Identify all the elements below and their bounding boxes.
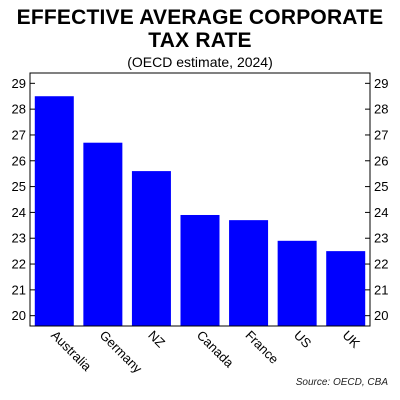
y-tick-label-right: 22 bbox=[374, 257, 388, 272]
y-tick-label-left: 27 bbox=[12, 127, 26, 142]
y-tick-label-left: 23 bbox=[12, 231, 26, 246]
x-tick-label-france: France bbox=[242, 328, 281, 367]
chart-title-line-2: TAX RATE bbox=[148, 29, 252, 52]
y-tick-label-left: 28 bbox=[12, 102, 26, 117]
y-tick-label-right: 27 bbox=[374, 127, 388, 142]
plot-frame bbox=[29, 72, 371, 327]
bar-us bbox=[277, 240, 317, 326]
x-tick-label-australia: Australia bbox=[48, 328, 95, 375]
y-tick-label-right: 24 bbox=[374, 205, 388, 220]
x-tick-label-nz: NZ bbox=[145, 328, 168, 351]
bar-uk bbox=[326, 251, 366, 326]
chart-title-line-1: EFFECTIVE AVERAGE CORPORATE bbox=[16, 6, 384, 29]
y-tick-label-right: 26 bbox=[374, 153, 388, 168]
bar-nz bbox=[131, 171, 171, 326]
bar-germany bbox=[83, 142, 123, 326]
bar-australia bbox=[34, 96, 74, 326]
y-tick-label-left: 26 bbox=[12, 153, 26, 168]
x-tick-label-germany: Germany bbox=[97, 328, 146, 377]
y-tick-label-left: 25 bbox=[12, 179, 26, 194]
chart-subtitle: (OECD estimate, 2024) bbox=[127, 54, 273, 70]
y-tick-label-right: 28 bbox=[374, 102, 388, 117]
y-tick-label-left: 29 bbox=[12, 76, 26, 91]
y-tick-label-right: 20 bbox=[374, 308, 388, 323]
bar-canada bbox=[180, 214, 220, 326]
x-tick-label-uk: UK bbox=[340, 328, 364, 352]
x-tick-label-us: US bbox=[291, 328, 315, 352]
y-tick-label-left: 24 bbox=[12, 205, 26, 220]
source-note: Source: OECD, CBA bbox=[295, 377, 388, 388]
bar-france bbox=[229, 220, 269, 326]
y-tick-label-right: 29 bbox=[374, 76, 388, 91]
y-tick-label-right: 21 bbox=[374, 282, 388, 297]
y-tick-label-left: 21 bbox=[12, 282, 26, 297]
y-tick-label-right: 23 bbox=[374, 231, 388, 246]
y-tick-label-left: 20 bbox=[12, 308, 26, 323]
y-tick-label-left: 22 bbox=[12, 257, 26, 272]
x-tick-label-canada: Canada bbox=[194, 328, 237, 371]
y-tick-label-right: 25 bbox=[374, 179, 388, 194]
